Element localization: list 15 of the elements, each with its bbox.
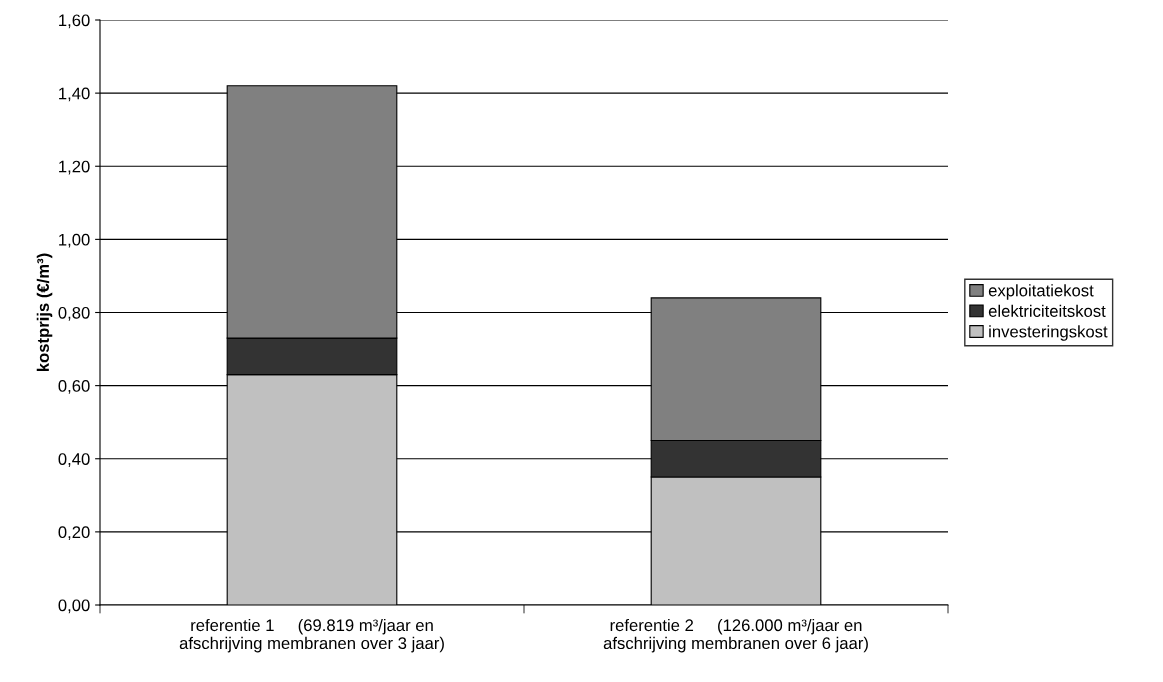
y-tick-label: 0,00 [58,599,90,614]
y-tick-label: 0,60 [58,380,90,394]
legend-label: elektriciteitskost [988,304,1106,317]
y-tick-label: 1,00 [59,233,90,248]
x-tick-label: referentie 1 (69.819 m³/jaar en afschrijving membranen over 3 jaar) [179,618,444,653]
y-tick-label: 1,20 [59,160,90,175]
y-tick-label: 0,40 [58,453,90,467]
legend-label: investeringskost [989,325,1108,341]
y-axis-title: kostprijs (€/m³) [36,253,53,372]
x-tick-label: referentie 2 (126.000 m³/jaar en afschrijving membranen over 6 jaar) [603,618,868,653]
y-tick-label: 0,80 [58,306,90,321]
y-tick-label: 1,40 [59,87,90,102]
y-tick-label: 1,60 [59,14,90,29]
y-tick-label: 0,20 [58,526,90,541]
legend-label: exploitatiekost [988,284,1094,300]
